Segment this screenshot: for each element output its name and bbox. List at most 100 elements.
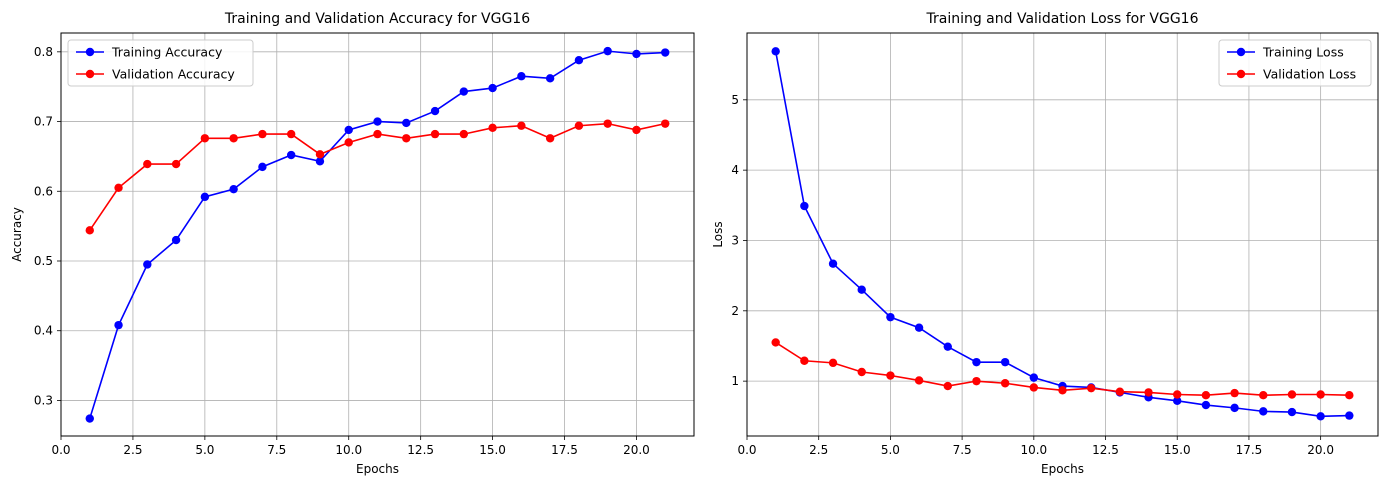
data-point — [943, 381, 952, 391]
y-tick-label: 3 — [731, 233, 739, 247]
data-point — [1144, 388, 1153, 397]
data-point — [1230, 403, 1239, 413]
chart-panel-1: 0.0 2.5 5.0 7.5 10.0 12.5 15.0 17.5 20.0 0.3 0.4 0.… — [10, 11, 695, 476]
data-point — [229, 134, 238, 143]
y-tick-label: 5 — [731, 93, 739, 107]
y-tick-label: 0.4 — [34, 324, 53, 338]
data-point — [857, 285, 866, 294]
data-point — [771, 47, 780, 56]
data-point — [402, 134, 411, 143]
chart-title: Training and Validation Loss for VGG16 — [925, 11, 1198, 27]
x-tick-label: 17.5 — [551, 443, 578, 457]
legend-label: Validation Loss — [1263, 67, 1356, 82]
data-point — [914, 376, 924, 385]
x-tick-label: 2.5 — [809, 443, 828, 457]
data-point — [315, 150, 325, 159]
legend-box — [67, 39, 254, 87]
data-point — [545, 74, 555, 83]
data-point — [517, 72, 526, 81]
data-point — [1316, 412, 1325, 421]
data-point — [1173, 396, 1182, 406]
data-point — [800, 201, 809, 211]
data-point — [828, 259, 838, 268]
data-point — [603, 46, 612, 56]
data-point — [373, 129, 382, 139]
data-point — [1287, 407, 1297, 417]
y-tick-label: 0.3 — [34, 393, 53, 407]
chart-title: Training and Validation Accuracy for VGG… — [224, 11, 530, 27]
y-tick-label: 2 — [731, 304, 739, 318]
y-tick-label: 0.7 — [34, 115, 53, 129]
x-tick-label: 7.5 — [953, 443, 972, 457]
data-point — [661, 48, 670, 57]
data-point — [886, 371, 895, 380]
data-point — [402, 118, 411, 128]
data-point — [1345, 391, 1354, 400]
legend: Training Accuracy Validation Accuracy — [67, 39, 254, 87]
plot-frame — [746, 32, 1379, 437]
data-point — [459, 129, 469, 139]
x-tick-label: 0.0 — [51, 443, 70, 457]
data-point — [286, 129, 296, 139]
data-point — [488, 83, 497, 93]
x-tick-label: 12.5 — [1092, 443, 1119, 457]
y-tick-label: 4 — [731, 163, 739, 177]
data-point — [632, 49, 641, 59]
data-point — [545, 134, 555, 143]
data-point — [972, 357, 981, 367]
data-point — [517, 121, 526, 130]
data-point — [171, 235, 181, 245]
data-point — [430, 106, 440, 116]
legend-box — [1218, 39, 1372, 87]
data-point — [1000, 379, 1010, 388]
x-tick-label: 17.5 — [1236, 443, 1263, 457]
data-point — [1029, 383, 1039, 392]
data-point — [1115, 387, 1125, 396]
legend: Training Loss Validation Loss — [1218, 39, 1372, 87]
data-point — [459, 87, 469, 96]
data-point — [1000, 357, 1010, 367]
legend-label: Training Accuracy — [111, 45, 223, 60]
data-point — [1201, 391, 1211, 400]
legend-marker — [1236, 47, 1246, 57]
data-point — [229, 184, 238, 194]
data-point — [344, 125, 353, 135]
data-point — [1259, 391, 1268, 400]
x-tick-label: 20.0 — [623, 443, 650, 457]
y-axis-label: Loss — [711, 221, 725, 247]
data-point — [1086, 383, 1096, 393]
data-point — [603, 119, 612, 128]
x-tick-label: 10.0 — [335, 443, 362, 457]
y-tick-label: 0.8 — [34, 45, 53, 59]
data-point — [1316, 390, 1325, 399]
data-point — [85, 414, 94, 423]
data-point — [914, 323, 924, 332]
legend-marker — [85, 69, 95, 79]
legend-marker — [85, 47, 95, 57]
data-point — [632, 125, 641, 135]
data-point — [1230, 388, 1239, 398]
data-point — [1287, 390, 1297, 399]
data-point — [574, 121, 584, 130]
data-point — [143, 159, 152, 169]
data-point — [972, 376, 981, 386]
chart-panel-2: 0.0 2.5 5.0 7.5 10.0 12.5 15.0 17.5 20.0 1 2 3 4 5 Tra… — [711, 11, 1379, 476]
data-point — [828, 358, 838, 368]
data-point — [943, 342, 952, 351]
x-axis-label: Epochs — [1041, 462, 1084, 476]
data-point — [286, 150, 296, 160]
x-axis-label: Epochs — [356, 462, 399, 476]
data-point — [258, 162, 267, 172]
data-point — [114, 183, 123, 192]
legend-marker — [1236, 69, 1246, 79]
data-point — [1259, 407, 1268, 416]
data-point — [373, 117, 382, 126]
y-tick-label: 0.6 — [34, 184, 53, 198]
data-point — [430, 129, 440, 139]
data-point — [886, 312, 895, 322]
x-tick-label: 10.0 — [1020, 443, 1047, 457]
x-tick-label: 20.0 — [1307, 443, 1334, 457]
data-point — [488, 123, 497, 133]
data-point — [85, 226, 94, 235]
